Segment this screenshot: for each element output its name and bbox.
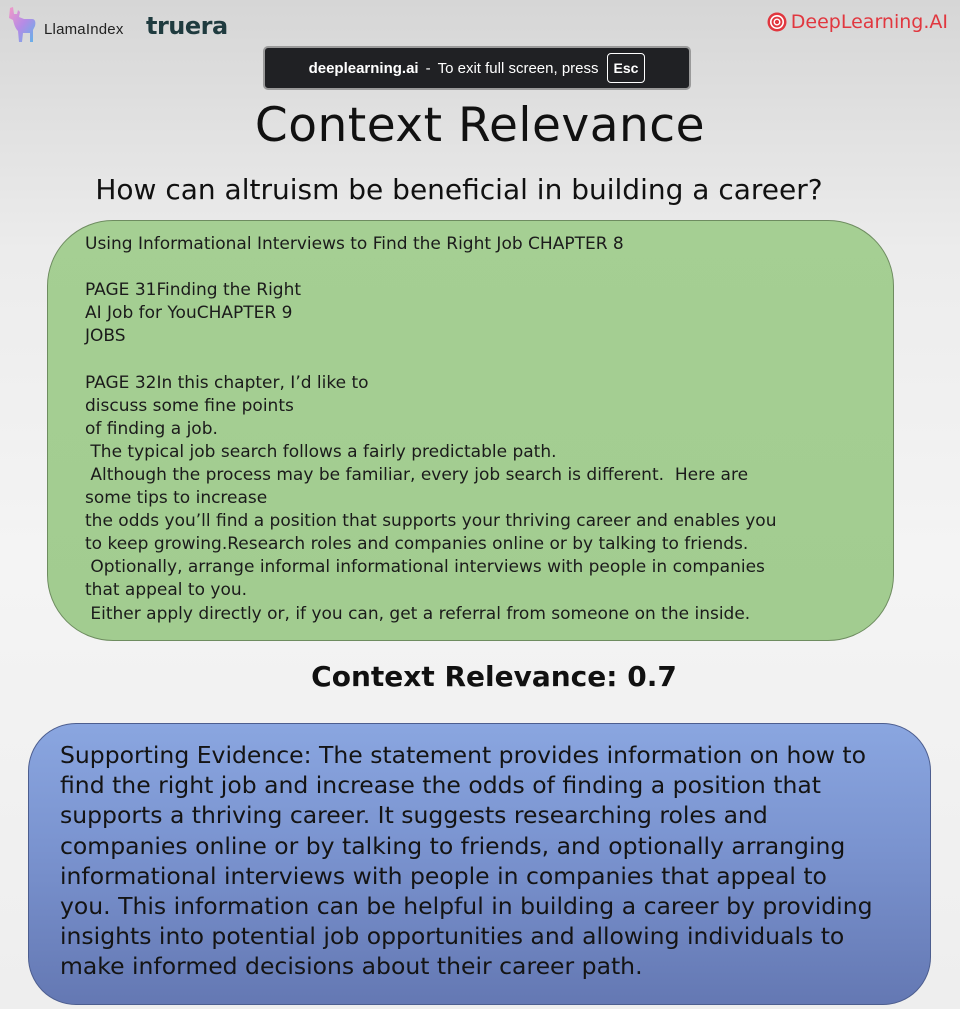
context-line: AI Job for YouCHAPTER 9 — [85, 303, 293, 324]
context-line: discuss some fine points — [85, 395, 294, 416]
fullscreen-notice-separator: - — [425, 59, 431, 77]
evidence-line: informational interviews with people in … — [60, 861, 827, 890]
context-line: Using Informational Interviews to Find t… — [85, 234, 624, 254]
fullscreen-notice-site: deeplearning.ai — [308, 59, 419, 77]
context-line: to keep growing.Research roles and compa… — [85, 534, 749, 555]
supporting-evidence-box: Supporting Evidence: The statement provi… — [28, 723, 931, 1005]
llamaindex-logo-text: LlamaIndex — [44, 21, 124, 38]
evidence-line: companies online or by talking to friend… — [60, 831, 846, 860]
context-line: some tips to increase — [85, 488, 268, 509]
fullscreen-notice-message: To exit full screen, press — [437, 59, 599, 77]
context-line: ​ — [85, 348, 863, 371]
deeplearning-ai-mark-icon — [767, 12, 787, 32]
llama-logo-icon — [9, 7, 36, 42]
evidence-line: supports a thriving career. It suggests … — [60, 801, 768, 830]
deeplearning-ai-logo-text: DeepLearning.AI — [790, 11, 948, 33]
context-line: ​ — [85, 256, 863, 279]
context-line: JOBS — [85, 326, 126, 347]
esc-key-hint: Esc — [606, 53, 646, 83]
evidence-line: insights into potential job opportunitie… — [60, 922, 845, 951]
question-text: How can altruism be beneficial in buildi… — [95, 173, 823, 206]
context-line: Although the process may be familiar, ev… — [85, 464, 749, 485]
context-line: The typical job search follows a fairly … — [85, 441, 557, 462]
context-line: Optionally, arrange informal information… — [85, 557, 765, 578]
context-line: PAGE 31Finding the Right — [85, 280, 302, 301]
context-line: that appeal to you. — [85, 580, 248, 601]
context-line: Either apply directly or, if you can, ge… — [85, 603, 751, 624]
context-line: the odds you’ll find a position that sup… — [85, 511, 777, 532]
context-line: PAGE 32In this chapter, I’d like to — [85, 372, 369, 393]
evidence-line: Supporting Evidence: The statement provi… — [60, 741, 867, 769]
context-relevance-score: Context Relevance: 0.7 — [311, 660, 677, 693]
evidence-line: make informed decisions about their care… — [60, 952, 643, 981]
deeplearning-ai-logo: DeepLearning.AI — [767, 11, 948, 33]
slide-title: Context Relevance — [254, 98, 706, 153]
retrieved-context-box: Using Informational Interviews to Find t… — [47, 220, 894, 641]
truera-logo: truera — [146, 12, 228, 40]
evidence-line: you. This information can be helpful in … — [60, 892, 873, 921]
evidence-line: find the right job and increase the odds… — [60, 771, 821, 800]
fullscreen-exit-notice: deeplearning.ai - To exit full screen, p… — [263, 46, 691, 90]
context-line: of finding a job. — [85, 418, 218, 439]
